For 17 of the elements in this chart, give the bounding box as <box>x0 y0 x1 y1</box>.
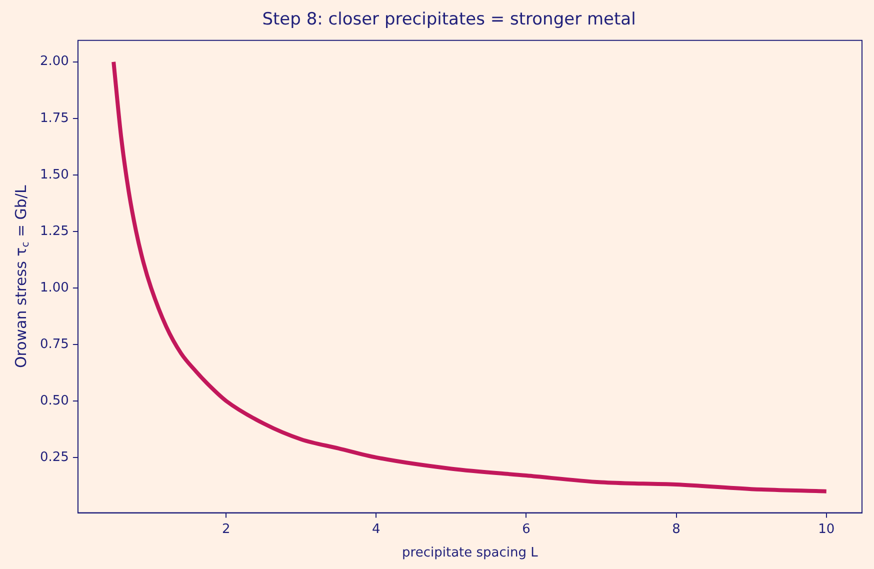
y-tick-label: 0.50 <box>40 393 69 408</box>
y-tick-label: 1.25 <box>40 224 69 239</box>
y-tick-label: 2.00 <box>40 54 69 70</box>
y-tick-label: 1.00 <box>40 280 69 296</box>
x-axis-title: precipitate spacing L <box>402 546 539 561</box>
y-tick-label: 1.75 <box>40 110 69 126</box>
line-series <box>112 60 828 494</box>
x-tick-label: 4 <box>372 522 380 537</box>
y-axis-title: Orowan stress τc = Gb/L <box>12 184 32 368</box>
x-tick-label: 2 <box>222 522 230 537</box>
x-tick-label: 6 <box>522 522 530 537</box>
x-tick-label: 8 <box>672 522 680 537</box>
y-tick-label: 0.75 <box>40 336 69 352</box>
chart-title: Step 8: closer precipitates = stronger metal <box>262 10 636 30</box>
x-tick-label: 10 <box>818 522 835 537</box>
y-tick-label: 1.50 <box>40 167 69 182</box>
y-tick-label: 0.25 <box>40 450 69 465</box>
